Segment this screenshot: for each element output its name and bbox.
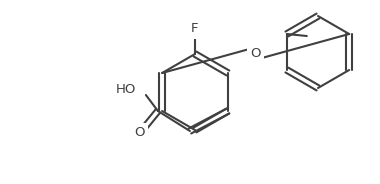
Text: HO: HO	[116, 82, 136, 95]
Text: O: O	[135, 127, 145, 139]
Text: O: O	[250, 47, 261, 60]
Text: F: F	[191, 22, 199, 36]
